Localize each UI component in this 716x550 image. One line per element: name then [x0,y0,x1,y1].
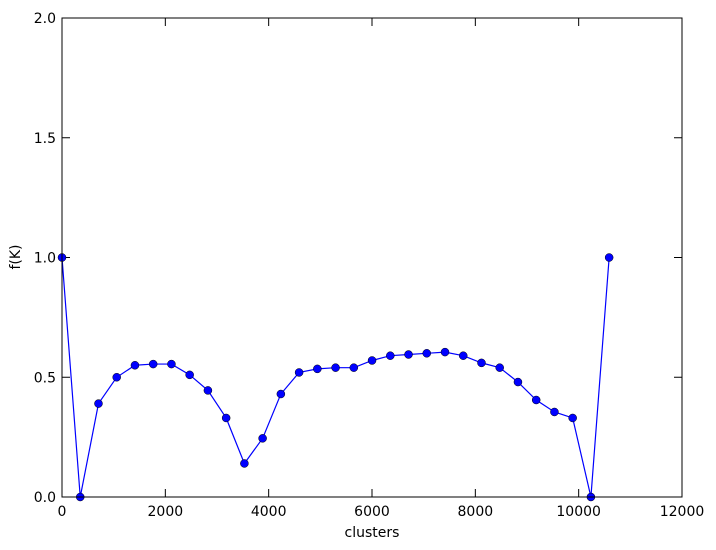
data-point [294,368,304,377]
data-point [477,358,486,368]
x-tick-label: 2000 [148,504,184,520]
data-point [94,399,103,408]
data-point [458,351,468,360]
data-point [185,370,194,380]
data-point [112,373,121,382]
y-tick-label: 1.5 [34,131,56,147]
y-tick-label: 0.0 [34,490,56,506]
x-tick-label: 8000 [458,504,494,520]
data-point [386,351,395,360]
x-tick-label: 10000 [556,504,601,520]
data-point [367,356,377,365]
data-line [61,257,610,498]
data-point [276,389,286,399]
data-point [313,364,322,374]
data-point [440,347,450,357]
y-tick-label: 1.0 [34,251,56,267]
plot-frame [61,17,683,498]
data-point [130,361,140,370]
data-point [604,253,614,262]
data-point [203,386,213,395]
data-point [422,349,432,358]
y-tick-label: 0.5 [34,370,56,386]
x-tick-label: 6000 [354,504,390,520]
data-point [568,413,577,423]
data-point [148,359,158,369]
data-point [404,350,413,359]
x-tick-label: 0 [58,504,67,520]
data-point [349,363,359,372]
x-tick-label: 12000 [660,504,705,520]
data-point [258,434,267,443]
data-point [221,413,231,423]
data-point [531,395,541,405]
data-point [495,363,504,372]
data-point [331,363,340,372]
data-point [550,407,559,417]
x-tick-label: 4000 [251,504,287,520]
y-tick-label: 2.0 [34,11,56,27]
x-axis-label: clusters [345,525,400,541]
y-axis-label: f(K) [8,244,24,269]
data-point [513,377,523,387]
data-point [167,359,176,369]
data-point [240,459,249,468]
